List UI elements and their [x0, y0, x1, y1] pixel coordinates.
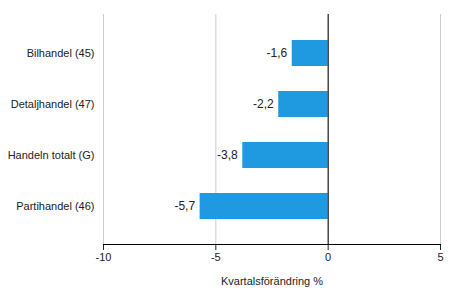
svg-text:0: 0	[325, 251, 331, 263]
svg-text:-5: -5	[211, 251, 221, 263]
svg-text:-10: -10	[96, 251, 112, 263]
svg-text:Detaljhandel (47): Detaljhandel (47)	[11, 98, 95, 110]
svg-text:Bilhandel (45): Bilhandel (45)	[27, 47, 95, 59]
svg-text:5: 5	[437, 251, 443, 263]
svg-text:-5,7: -5,7	[174, 199, 195, 213]
svg-text:Handeln totalt (G): Handeln totalt (G)	[8, 149, 95, 161]
svg-text:-1,6: -1,6	[267, 46, 288, 60]
svg-text:Kvartalsförändring %: Kvartalsförändring %	[221, 275, 323, 287]
svg-text:-2,2: -2,2	[253, 97, 274, 111]
svg-text:Partihandel (46): Partihandel (46)	[16, 200, 94, 212]
svg-text:-3,8: -3,8	[217, 148, 238, 162]
